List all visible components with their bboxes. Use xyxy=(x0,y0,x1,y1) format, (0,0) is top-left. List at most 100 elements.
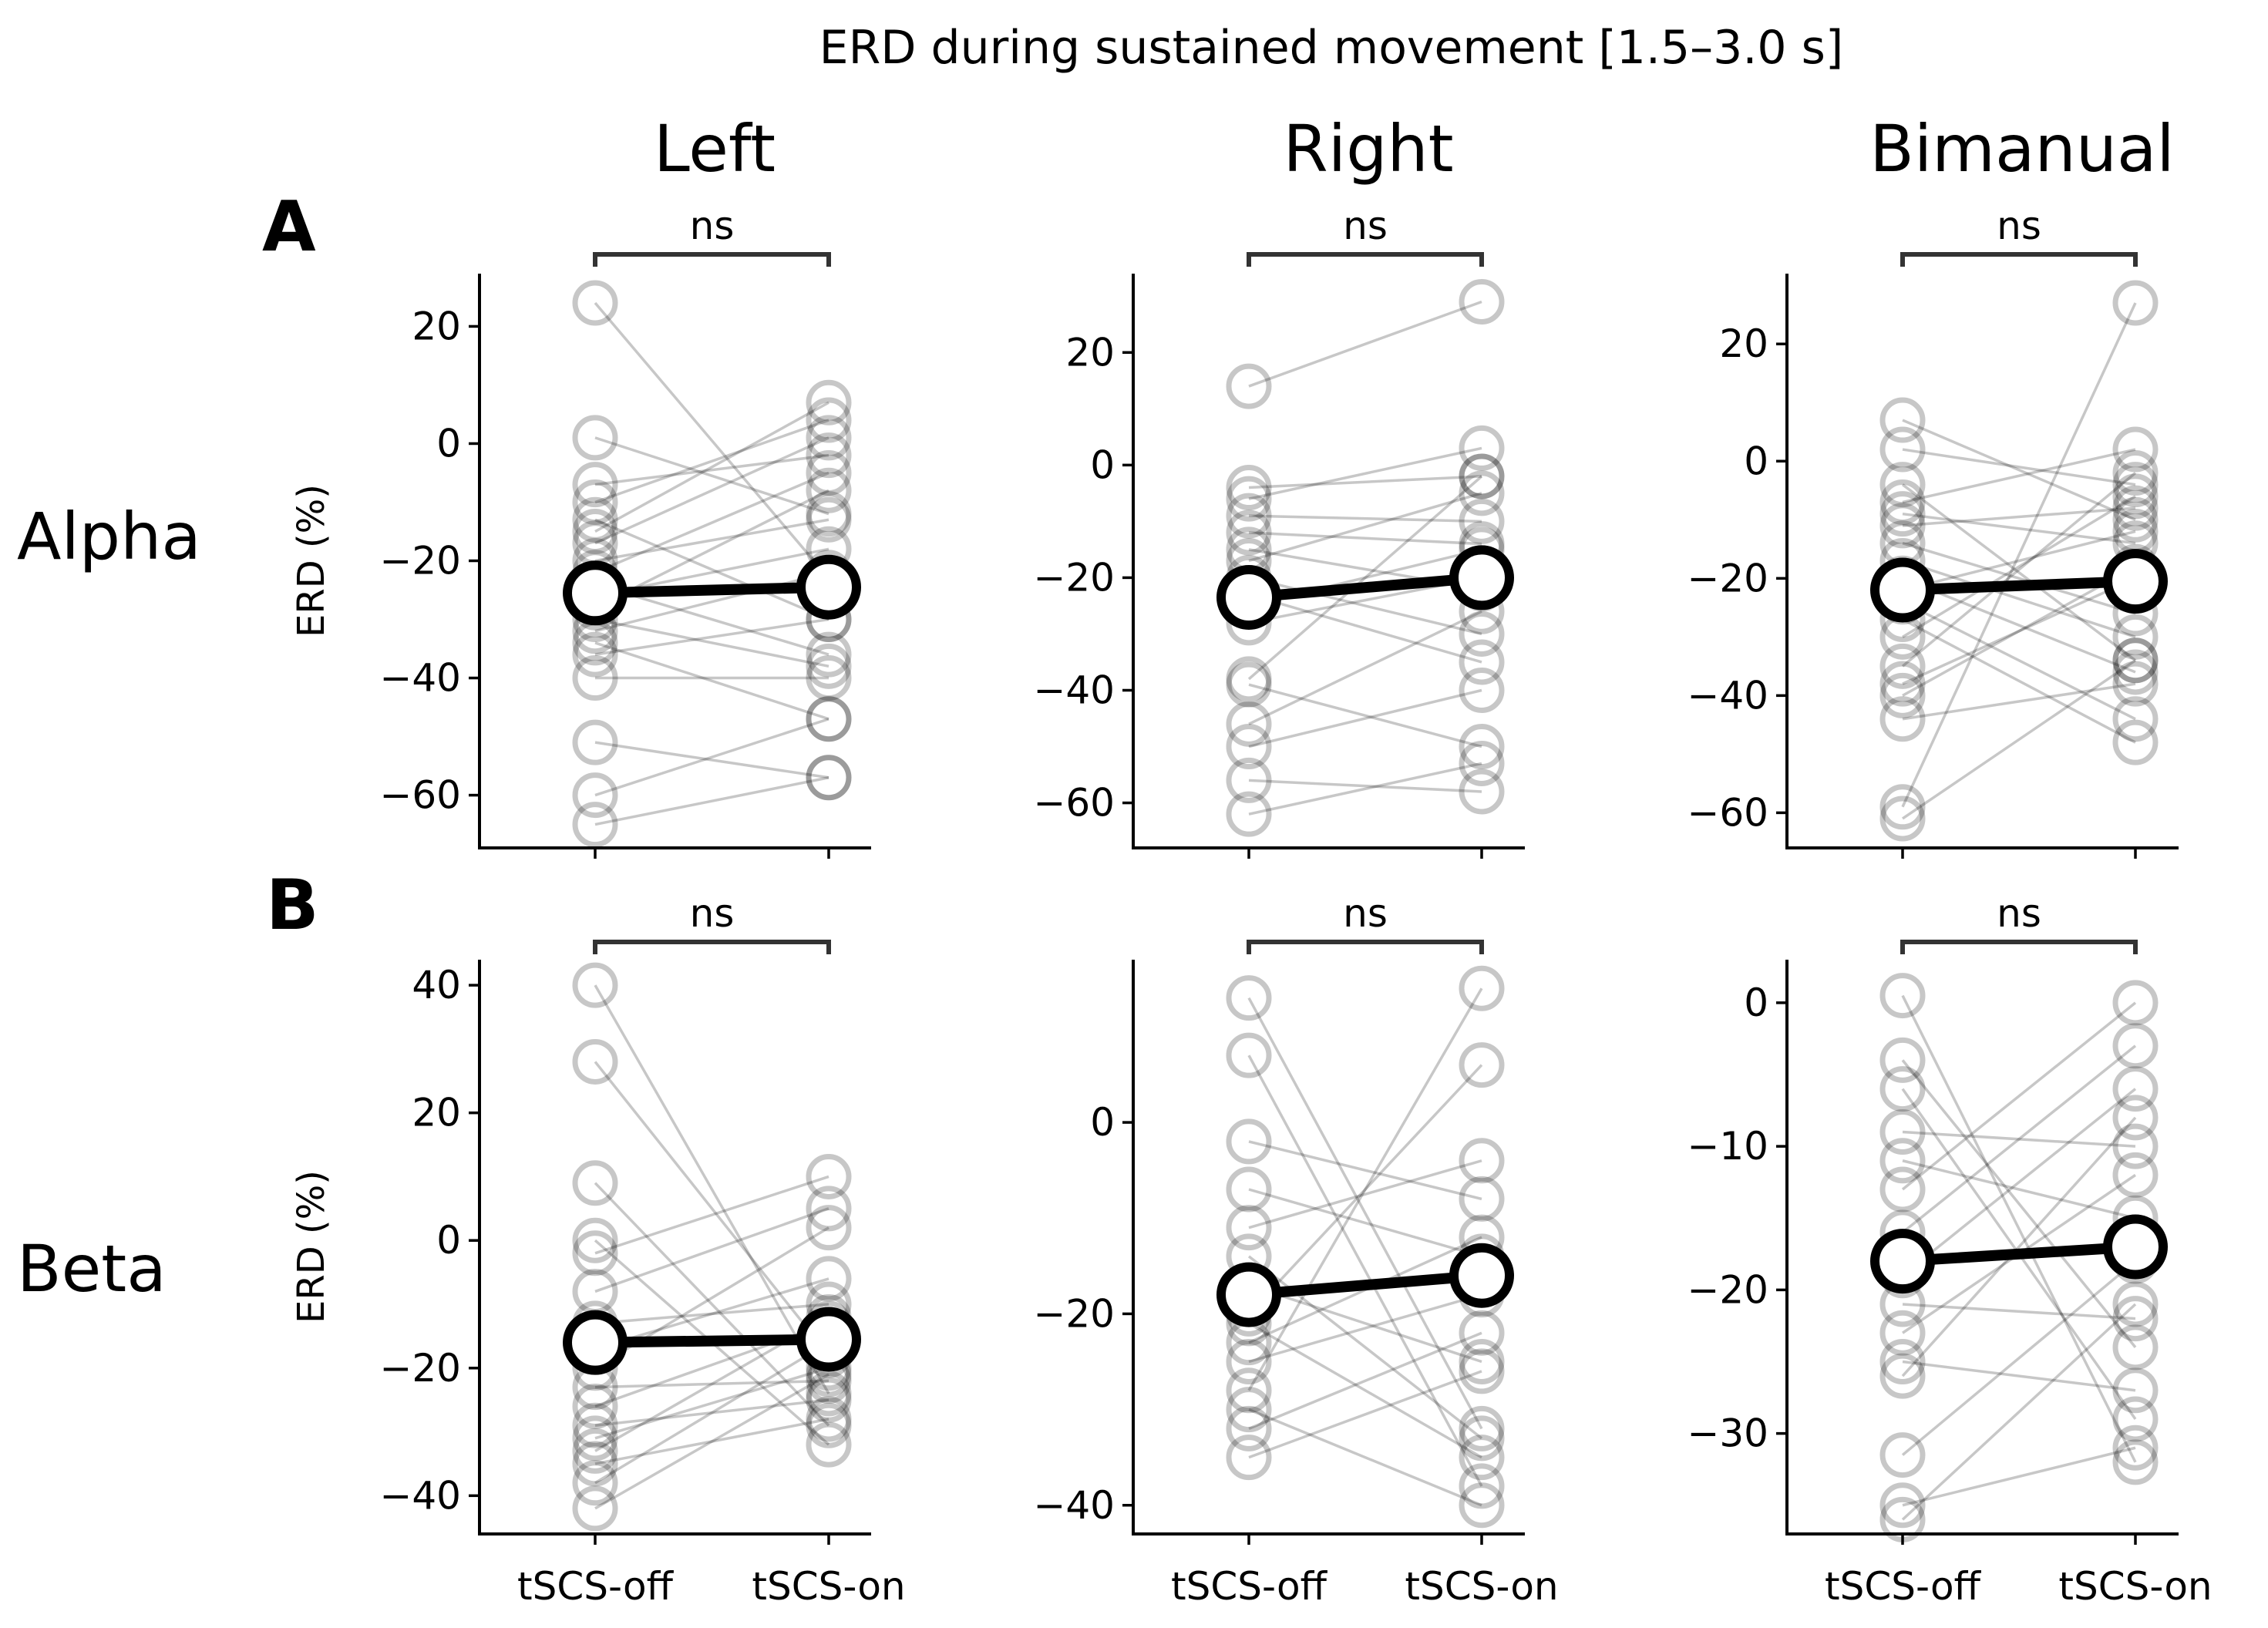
mean-point-on xyxy=(2103,549,2168,614)
subject-point-on xyxy=(1459,724,1505,770)
subject-point-on xyxy=(2112,1367,2159,1414)
subject-point-on xyxy=(1459,453,1505,500)
x-tick-label: tSCS-on xyxy=(752,1564,905,1609)
subject-point-off xyxy=(1879,1138,1926,1184)
subject-point-off xyxy=(1226,510,1272,556)
subject-point-off xyxy=(1879,1482,1926,1529)
mean-point-off xyxy=(1216,564,1281,630)
subject-point-on xyxy=(806,631,852,678)
subject-line xyxy=(1901,1001,2137,1191)
subject-line xyxy=(594,1061,830,1357)
subject-line xyxy=(594,617,829,668)
subject-point-on xyxy=(806,1377,852,1423)
subject-point-off xyxy=(1226,363,1272,409)
subject-point-off xyxy=(1879,643,1926,689)
subject-line xyxy=(1901,1088,2137,1277)
subject-line xyxy=(1248,593,1482,664)
subject-point-on xyxy=(2112,1439,2159,1485)
significance-label: ns xyxy=(690,891,735,936)
subject-line xyxy=(594,1418,829,1465)
subject-point-off xyxy=(1226,1032,1272,1078)
subject-line xyxy=(1248,688,1482,748)
y-tick-label: −40 xyxy=(1687,673,1768,718)
subject-point-on xyxy=(2112,1296,2159,1342)
subject-point-on xyxy=(2112,426,2159,473)
subject-point-on xyxy=(2112,1281,2159,1327)
subject-point-off xyxy=(572,962,618,1008)
subject-point-on xyxy=(1459,1435,1505,1481)
subject-point-off xyxy=(1879,491,1926,537)
subject-point-on xyxy=(2112,462,2159,508)
subject-line xyxy=(1248,1408,1482,1507)
subject-point-on xyxy=(1459,1138,1505,1184)
subject-point-on xyxy=(2112,1123,2159,1169)
subject-line xyxy=(594,1207,829,1293)
subject-point-on xyxy=(2112,696,2159,742)
subject-line xyxy=(1902,1303,2136,1320)
significance-label: ns xyxy=(1343,891,1388,936)
subject-line xyxy=(1902,448,2136,504)
subject-line xyxy=(1248,1188,1482,1258)
x-tick-label: tSCS-off xyxy=(1171,1564,1328,1609)
subject-point-off xyxy=(1226,701,1272,747)
subject-line xyxy=(1902,1360,2136,1392)
panel-alpha-left: 20 0 −20 −40 −60 ERD (%) ns xyxy=(290,204,871,859)
subject-line xyxy=(1247,1054,1483,1487)
subject-point-on xyxy=(1459,470,1505,516)
subject-point-on xyxy=(2112,637,2159,684)
subject-point-off xyxy=(572,1402,618,1448)
y-tick-label: 40 xyxy=(412,963,461,1007)
subject-point-off xyxy=(1226,791,1272,837)
y-tick-label: 0 xyxy=(436,421,461,466)
subject-point-off xyxy=(1226,1205,1272,1251)
subject-point-off xyxy=(572,1383,618,1429)
subject-point-on xyxy=(806,1256,852,1302)
subject-line xyxy=(1248,300,1482,388)
subject-point-off xyxy=(572,1160,618,1206)
subject-point-on xyxy=(2112,980,2159,1026)
subject-line xyxy=(1902,506,2136,527)
subject-point-off xyxy=(1879,1166,1926,1213)
column-title-right: Right xyxy=(1283,111,1453,187)
subject-line xyxy=(1902,512,2136,545)
subject-line xyxy=(1902,1159,2136,1219)
significance-bracket xyxy=(1900,940,2138,954)
subject-point-off xyxy=(1226,1405,1272,1451)
x-tick-label: tSCS-off xyxy=(517,1564,675,1609)
panel-beta-bimanual: 0 −10 −20 −30 tSCS-off tSCS-on ns xyxy=(1687,891,2212,1609)
mean-point-on xyxy=(796,1307,861,1372)
figure-title: ERD during sustained movement [1.5–3.0 s… xyxy=(819,21,1844,75)
subject-point-off xyxy=(1226,661,1272,708)
subject-point-off xyxy=(1226,1367,1272,1414)
subject-point-off xyxy=(1226,1435,1272,1481)
subject-line xyxy=(594,436,829,545)
subject-line xyxy=(594,1379,829,1389)
y-tick-label: 0 xyxy=(1744,439,1768,483)
y-tick-label: 0 xyxy=(436,1218,461,1263)
subject-point-on xyxy=(1459,1310,1505,1356)
subject-line xyxy=(1248,1140,1482,1201)
subject-point-on xyxy=(806,1186,852,1232)
subject-line xyxy=(1247,987,1483,1391)
subject-line xyxy=(1248,1331,1482,1431)
subject-point-off xyxy=(572,1217,618,1263)
subject-point-on xyxy=(806,467,852,513)
subject-line xyxy=(1901,472,2137,668)
subject-point-off xyxy=(1879,696,1926,742)
y-tick-label: −10 xyxy=(1687,1124,1768,1169)
significance-label: ns xyxy=(1997,204,2041,248)
subject-line xyxy=(1248,762,1482,816)
subject-point-on xyxy=(806,643,852,689)
subject-point-off xyxy=(1226,476,1272,522)
x-tick-label: tSCS-off xyxy=(1825,1564,1982,1609)
subject-line xyxy=(1902,495,2136,638)
mean-line xyxy=(1248,1270,1482,1300)
subject-point-off xyxy=(572,496,618,543)
subject-point-on xyxy=(1459,667,1505,713)
subject-point-off xyxy=(1879,1353,1926,1399)
subject-line xyxy=(1902,1130,2136,1148)
significance-label: ns xyxy=(1997,891,2041,936)
subject-line xyxy=(1902,577,2136,685)
subject-line xyxy=(594,776,829,826)
